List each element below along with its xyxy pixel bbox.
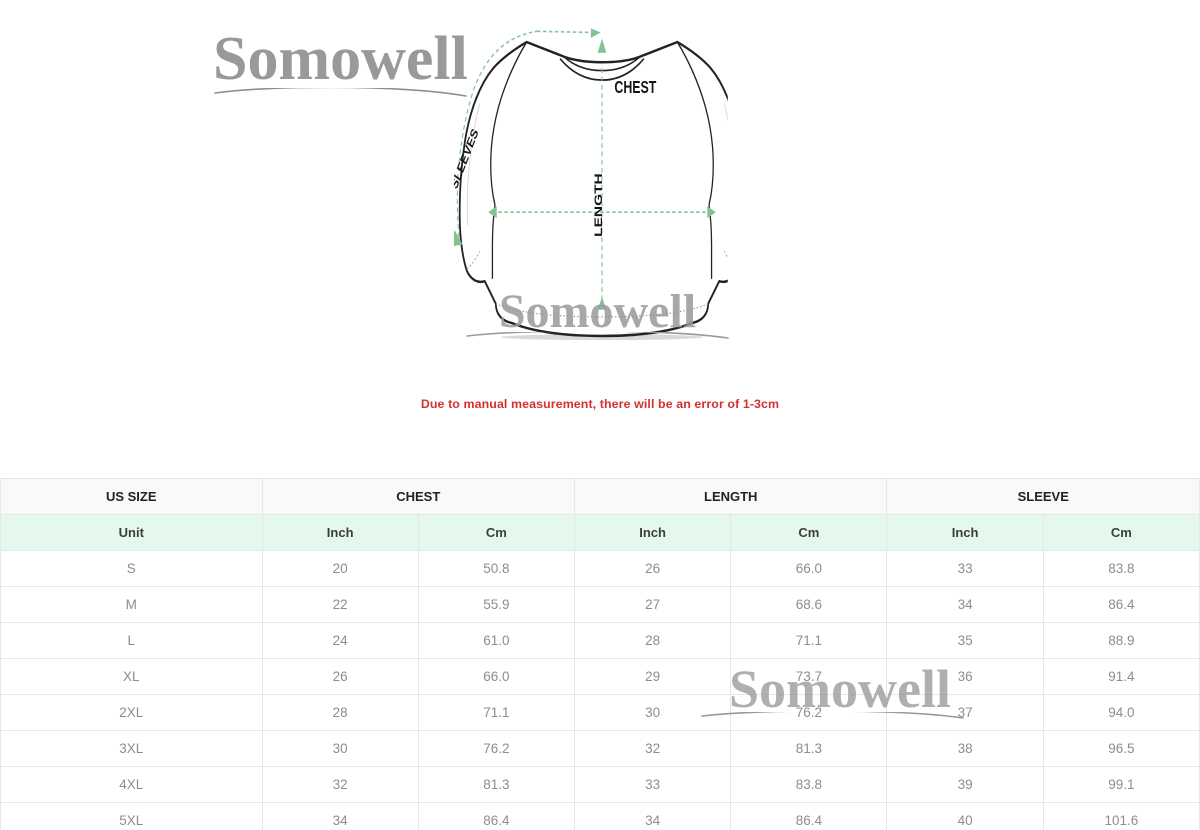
svg-text:LENGTH: LENGTH (592, 173, 604, 237)
svg-text:CHEST: CHEST (614, 78, 657, 98)
